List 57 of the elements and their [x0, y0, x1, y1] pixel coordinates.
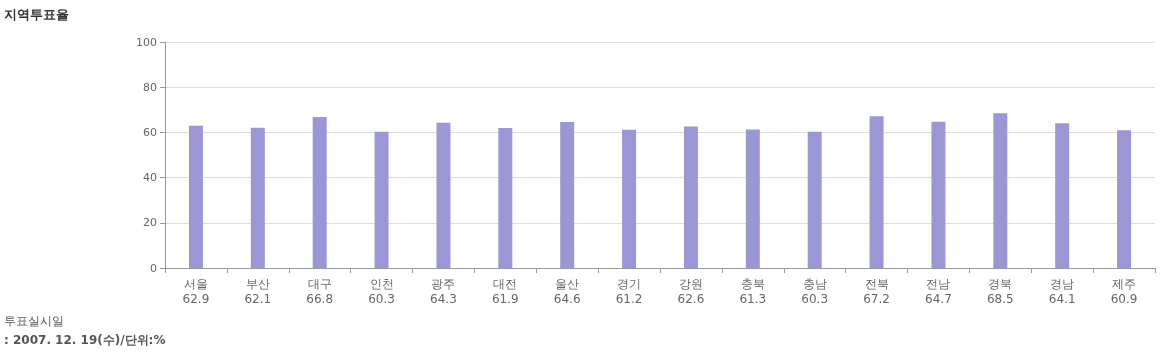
y-tick-label: 60	[143, 125, 157, 139]
bar	[250, 127, 265, 268]
text: 투표실시일	[4, 313, 65, 330]
x-tick-label: 전북	[864, 276, 889, 291]
data-label: 61.3	[739, 291, 767, 306]
data-label: 67.2	[863, 291, 890, 306]
data-label: 60.3	[368, 291, 395, 306]
text: 지역투표율	[4, 6, 69, 24]
text: : 2007. 12. 19(수)/단위:%	[4, 332, 166, 349]
x-tick-label: 인천	[369, 276, 394, 291]
x-tick-label: 서울	[183, 276, 208, 291]
bar	[807, 131, 822, 268]
bar	[374, 131, 389, 268]
data-label: 61.9	[491, 291, 519, 306]
x-tick-label: 충남	[802, 276, 827, 291]
x-tick-label: 부산	[245, 276, 270, 291]
x-tick-label: 전남	[926, 276, 951, 291]
data-label: 62.6	[677, 291, 705, 306]
bar	[1055, 123, 1070, 268]
x-tick-label: 강원	[678, 276, 703, 291]
y-tick-label: 20	[143, 216, 157, 230]
x-tick-label: 대구	[307, 276, 332, 291]
bar	[931, 121, 946, 268]
x-tick-label: 충북	[740, 276, 765, 291]
x-tick-label: 대전	[493, 276, 518, 291]
data-label: 62.9	[182, 291, 210, 306]
data-label: 60.9	[1110, 291, 1138, 306]
data-label: 64.1	[1048, 291, 1076, 306]
y-tick-label: 40	[143, 171, 157, 185]
data-label: 64.6	[553, 291, 581, 306]
bar	[993, 113, 1008, 268]
x-tick-label: 제주	[1112, 276, 1137, 291]
x-tick-label: 경기	[617, 276, 642, 291]
bar	[745, 129, 760, 268]
x-tick-label: 경남	[1050, 276, 1075, 291]
data-label: 64.7	[925, 291, 952, 306]
bar	[498, 128, 513, 268]
bar	[312, 117, 327, 268]
data-label: 66.8	[306, 291, 334, 306]
bar	[188, 125, 203, 268]
data-label: 61.2	[615, 291, 643, 306]
x-tick-label: 울산	[555, 276, 580, 291]
data-label: 64.3	[430, 291, 457, 306]
data-label: 60.3	[801, 291, 829, 306]
x-tick-label: 경북	[988, 276, 1013, 291]
bar	[622, 129, 637, 268]
data-label: 62.1	[244, 291, 272, 306]
bar	[1117, 130, 1132, 268]
bar	[436, 122, 451, 268]
y-tick-label: 0	[150, 261, 157, 275]
y-tick-label: 80	[143, 80, 157, 94]
y-tick-label: 100	[136, 35, 157, 49]
bar	[560, 122, 575, 268]
data-label: 68.5	[986, 291, 1014, 306]
bar	[683, 126, 698, 268]
bar	[869, 116, 884, 268]
x-tick-label: 광주	[431, 276, 456, 291]
